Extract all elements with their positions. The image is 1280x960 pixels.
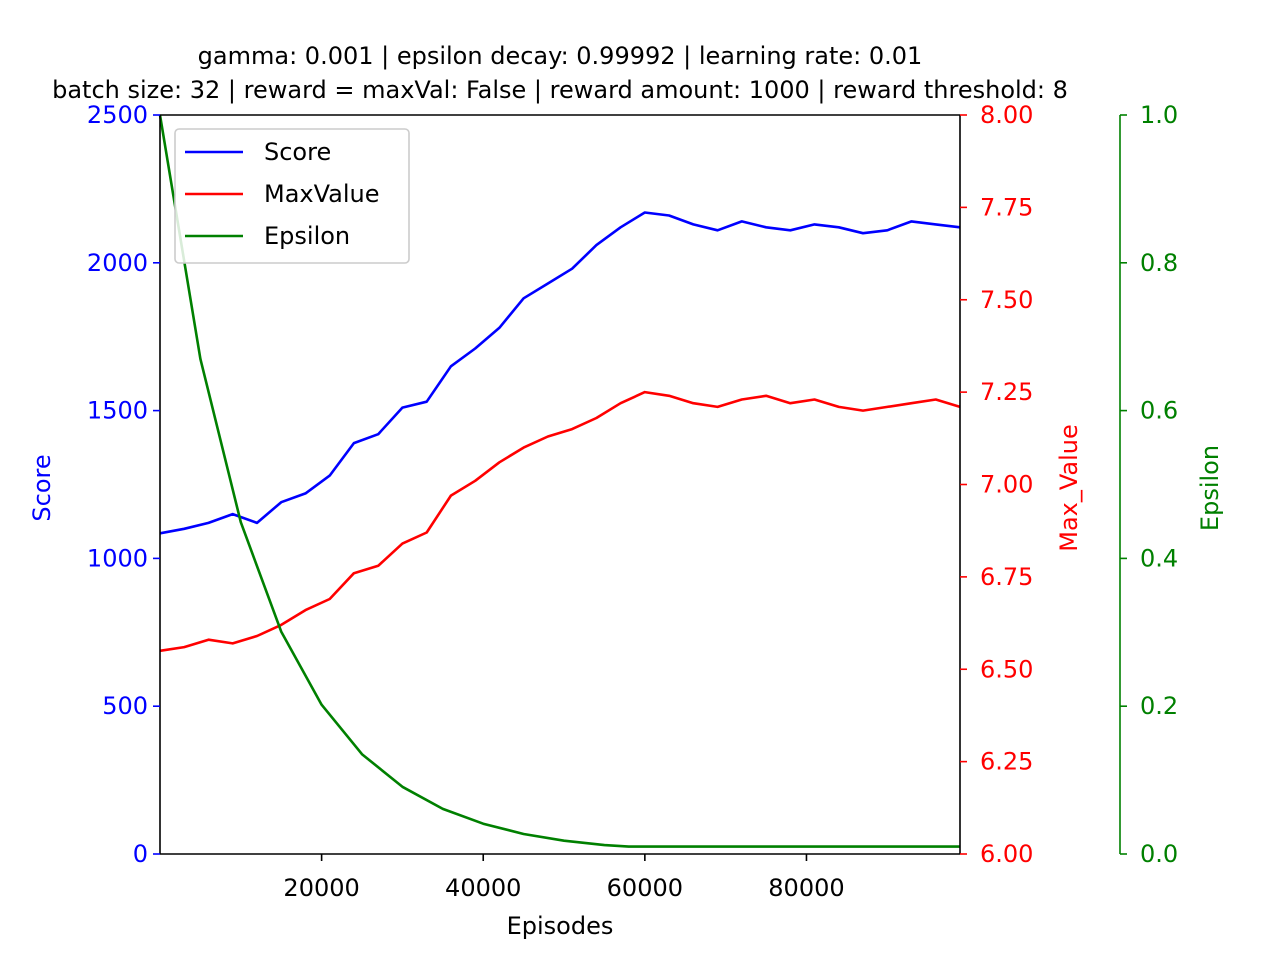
legend: Score MaxValue Epsilon: [174, 128, 410, 264]
y-axis-label-maxvalue: Max_Value: [1055, 424, 1083, 552]
y-tick-label-maxval: 7.25: [980, 378, 1033, 406]
series-line-score: [159, 211, 961, 535]
chart-title-line-2: batch size: 32 | reward = maxVal: False …: [52, 76, 1068, 104]
y-tick-label-maxval: 7.00: [980, 471, 1033, 499]
legend-label-score: Score: [264, 138, 331, 166]
x-tick-label: 60000: [607, 874, 683, 902]
x-tick-label: 40000: [445, 874, 521, 902]
y-tick-label-epsilon: 0.0: [1140, 840, 1178, 868]
legend-label-maxvalue: MaxValue: [264, 180, 380, 208]
y-axis-label-epsilon: Epsilon: [1196, 445, 1224, 531]
y-tick-label-epsilon: 0.8: [1140, 249, 1178, 277]
y-tick-label-maxval: 6.75: [980, 563, 1033, 591]
y-tick-label-score: 1000: [87, 544, 148, 572]
y-tick-label-maxval: 6.25: [980, 748, 1033, 776]
y-tick-label-maxval: 7.75: [980, 193, 1033, 221]
legend-box: [174, 128, 410, 264]
series-line-epsilon: [158, 114, 960, 848]
y-axis-label-score: Score: [28, 454, 56, 521]
series-line-maxvalue: [159, 390, 961, 653]
axes: 20000 40000 60000 80000 0 500 1000 1500 2000 2500…: [87, 101, 1178, 902]
x-tick-label: 80000: [768, 874, 844, 902]
x-tick-label: 20000: [283, 874, 359, 902]
y-tick-label-maxval: 6.50: [980, 655, 1033, 683]
series-lines: [158, 114, 961, 848]
y-tick-label-score: 2000: [87, 249, 148, 277]
y-tick-label-score: 2500: [87, 101, 148, 129]
y-tick-label-score: 1500: [87, 397, 148, 425]
y-tick-label-score: 0: [133, 840, 148, 868]
y-tick-label-epsilon: 0.6: [1140, 397, 1178, 425]
y-tick-label-maxval: 7.50: [980, 286, 1033, 314]
y-tick-label-epsilon: 1.0: [1140, 101, 1178, 129]
y-tick-label-epsilon: 0.4: [1140, 544, 1178, 572]
y-tick-label-maxval: 8.00: [980, 101, 1033, 129]
legend-label-epsilon: Epsilon: [264, 222, 350, 250]
chart-title-line-1: gamma: 0.001 | epsilon decay: 0.99992 | …: [198, 42, 923, 70]
y-tick-label-maxval: 6.00: [980, 840, 1033, 868]
y-tick-label-score: 500: [102, 692, 148, 720]
y-tick-label-epsilon: 0.2: [1140, 692, 1178, 720]
x-axis-label: Episodes: [507, 912, 614, 940]
